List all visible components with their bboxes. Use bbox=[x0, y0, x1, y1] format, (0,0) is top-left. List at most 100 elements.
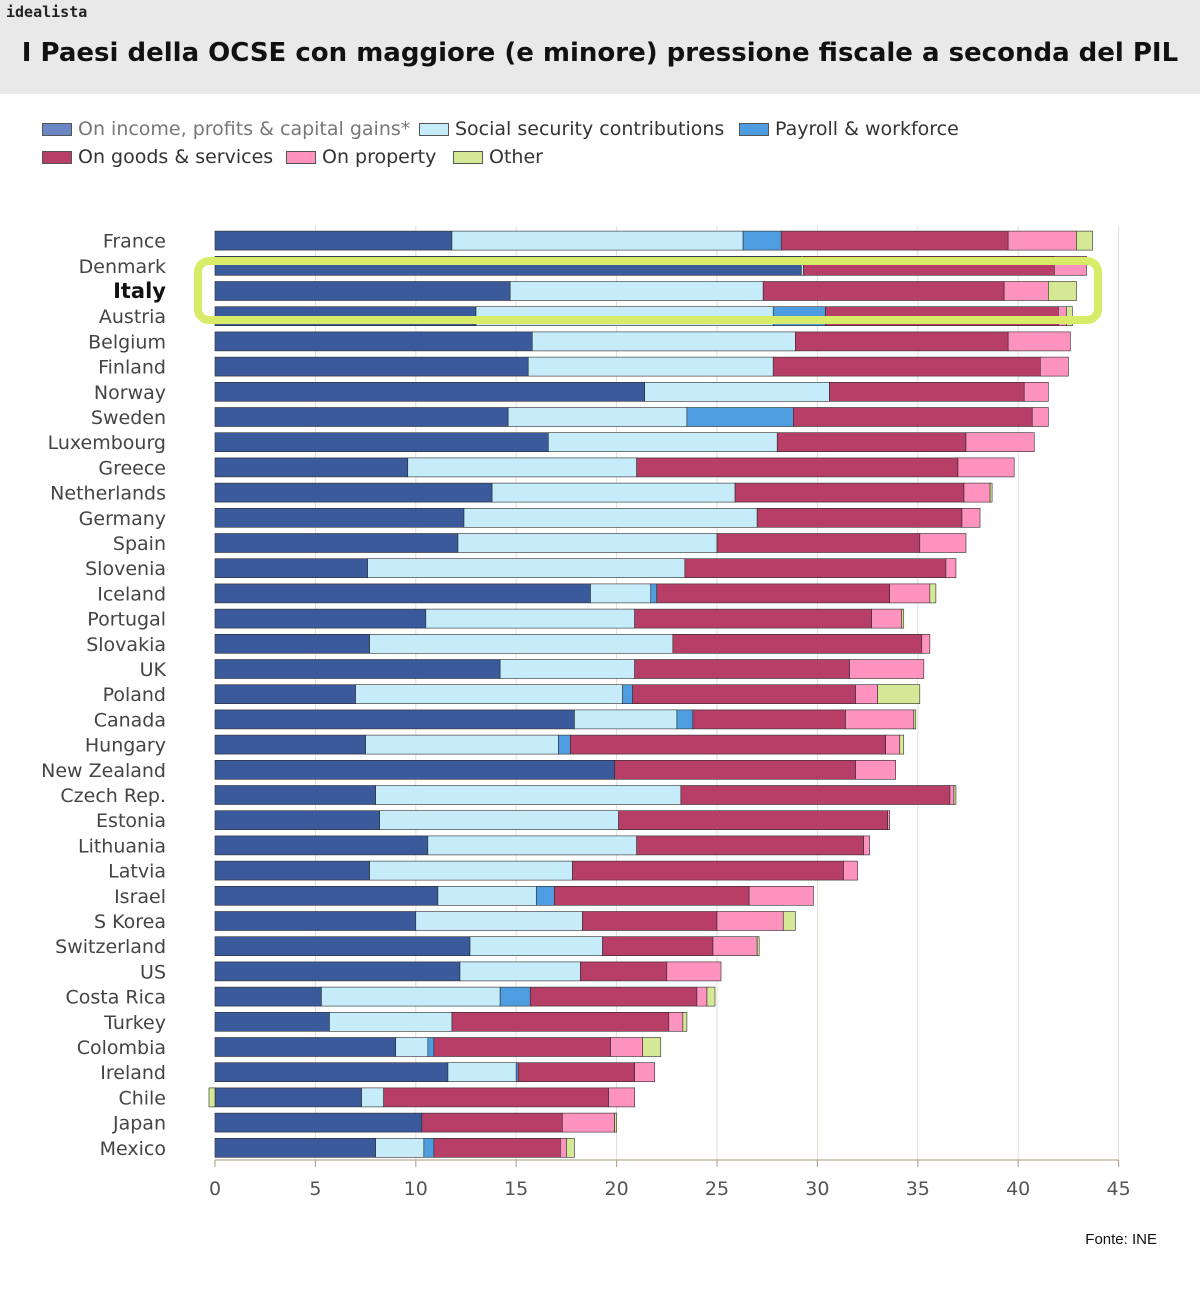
bar-italy-on-property bbox=[1003, 281, 1049, 301]
bar-italy-social-security-contributions bbox=[509, 281, 764, 301]
bar-luxembourg-on-goods-services bbox=[776, 432, 967, 453]
bar-turkey-social-security-contributions bbox=[329, 1011, 453, 1032]
bar-canada-on-income-profits-capital-gains bbox=[214, 709, 575, 730]
bar-italy-on-income-profits-capital-gains bbox=[214, 281, 511, 301]
category-label-new-zealand: New Zealand bbox=[41, 760, 166, 782]
bar-spain-on-property bbox=[919, 533, 967, 553]
bar-mexico-social-security-contributions bbox=[375, 1138, 425, 1158]
bar-slovakia-on-income-profits-capital-gains bbox=[214, 633, 370, 654]
bar-latvia-on-income-profits-capital-gains bbox=[214, 860, 370, 881]
bar-france-on-goods-services bbox=[780, 230, 1009, 251]
bar-greece-on-income-profits-capital-gains bbox=[214, 457, 409, 478]
bar-us-on-income-profits-capital-gains bbox=[214, 961, 461, 982]
bar-poland-social-security-contributions bbox=[355, 684, 623, 705]
bar-germany-on-income-profits-capital-gains bbox=[214, 507, 465, 528]
bar-switzerland-on-property bbox=[712, 936, 758, 957]
bar-sweden-social-security-contributions bbox=[507, 407, 688, 427]
bar-ireland-social-security-contributions bbox=[447, 1062, 517, 1082]
bar-poland-other bbox=[877, 684, 921, 705]
bar-chile-on-property bbox=[608, 1087, 635, 1108]
bar-ireland-on-income-profits-capital-gains bbox=[214, 1062, 449, 1082]
bar-lithuania-on-income-profits-capital-gains bbox=[214, 835, 429, 856]
bar-ireland-on-property bbox=[634, 1062, 656, 1082]
bar-israel-on-property bbox=[748, 885, 814, 906]
bar-hungary-on-goods-services bbox=[570, 734, 886, 755]
category-label-finland: Finland bbox=[98, 357, 166, 379]
bar-germany-on-property bbox=[961, 507, 981, 528]
legend-label-property: On property bbox=[322, 146, 437, 168]
bar-new-zealand-on-goods-services bbox=[614, 759, 856, 780]
bar-lithuania-social-security-contributions bbox=[427, 835, 637, 856]
bar-czech-rep-on-property bbox=[949, 785, 955, 805]
bar-sweden-on-property bbox=[1031, 407, 1049, 427]
bar-colombia-social-security-contributions bbox=[395, 1037, 429, 1057]
category-label-slovakia: Slovakia bbox=[86, 634, 166, 656]
bar-belgium-social-security-contributions bbox=[531, 331, 796, 352]
x-tick-label-0: 0 bbox=[209, 1178, 221, 1200]
source-note: Fonte: INE bbox=[1085, 1231, 1157, 1248]
category-label-colombia: Colombia bbox=[77, 1037, 166, 1059]
bar-latvia-social-security-contributions bbox=[369, 860, 573, 881]
bar-czech-rep-on-goods-services bbox=[680, 785, 951, 805]
bar-belgium-on-goods-services bbox=[795, 331, 1009, 352]
bar-hungary-on-property bbox=[885, 734, 901, 755]
bar-canada-on-goods-services bbox=[692, 709, 846, 730]
bar-japan-other bbox=[614, 1112, 617, 1133]
category-label-switzerland: Switzerland bbox=[55, 936, 166, 958]
bar-japan-on-property bbox=[562, 1112, 615, 1133]
x-tick-label-25: 25 bbox=[705, 1178, 729, 1200]
bar-netherlands-on-property bbox=[963, 482, 991, 503]
x-tick-label-20: 20 bbox=[605, 1178, 629, 1200]
bar-japan-on-income-profits-capital-gains bbox=[214, 1112, 423, 1133]
legend-item-other: Other bbox=[453, 146, 543, 168]
bar-hungary-other bbox=[899, 734, 905, 755]
category-label-netherlands: Netherlands bbox=[50, 483, 166, 505]
bar-ireland-on-goods-services bbox=[517, 1062, 635, 1082]
bar-czech-rep-social-security-contributions bbox=[375, 785, 682, 805]
bar-switzerland-on-goods-services bbox=[602, 936, 714, 957]
legend-item-property: On property bbox=[286, 146, 436, 168]
category-label-iceland: Iceland bbox=[97, 583, 166, 605]
bar-new-zealand-on-income-profits-capital-gains bbox=[214, 759, 615, 780]
bar-luxembourg-on-income-profits-capital-gains bbox=[214, 432, 549, 453]
bar-france-payroll-workforce bbox=[742, 230, 782, 251]
bar-portugal-other bbox=[901, 608, 905, 629]
legend-swatch-property bbox=[286, 150, 316, 164]
bar-france-other bbox=[1076, 230, 1093, 251]
bar-slovenia-on-income-profits-capital-gains bbox=[214, 558, 368, 579]
bar-chile-on-goods-services bbox=[383, 1087, 609, 1108]
bar-turkey-other bbox=[682, 1011, 688, 1032]
bar-finland-on-income-profits-capital-gains bbox=[214, 356, 529, 377]
bar-poland-payroll-workforce bbox=[622, 684, 633, 705]
bar-israel-social-security-contributions bbox=[437, 885, 537, 906]
category-label-us: US bbox=[140, 961, 166, 983]
bar-uk-on-income-profits-capital-gains bbox=[214, 659, 501, 679]
bar-s-korea-on-property bbox=[716, 911, 784, 931]
bar-chile-other bbox=[208, 1087, 216, 1108]
bar-lithuania-on-goods-services bbox=[636, 835, 864, 856]
x-tick-label-15: 15 bbox=[504, 1178, 528, 1200]
bar-slovakia-on-property bbox=[921, 633, 931, 654]
bar-mexico-on-income-profits-capital-gains bbox=[214, 1138, 376, 1158]
bar-japan-on-goods-services bbox=[421, 1112, 563, 1133]
bar-colombia-on-property bbox=[610, 1037, 644, 1057]
bar-greece-on-goods-services bbox=[636, 457, 959, 478]
category-label-lithuania: Lithuania bbox=[78, 835, 166, 857]
legend-label-income: On income, profits & capital gains* bbox=[78, 118, 411, 140]
bar-slovenia-on-property bbox=[945, 558, 957, 579]
category-label-luxembourg: Luxembourg bbox=[48, 432, 166, 454]
bar-iceland-on-income-profits-capital-gains bbox=[214, 583, 591, 604]
bar-israel-payroll-workforce bbox=[535, 885, 555, 906]
bar-costa-rica-social-security-contributions bbox=[321, 986, 501, 1007]
bar-costa-rica-other bbox=[706, 986, 716, 1007]
bar-finland-on-property bbox=[1039, 356, 1069, 377]
bar-france-on-income-profits-capital-gains bbox=[214, 230, 453, 251]
bar-czech-rep-other bbox=[953, 785, 957, 805]
bar-netherlands-on-goods-services bbox=[734, 482, 965, 503]
category-label-slovenia: Slovenia bbox=[85, 558, 166, 580]
bar-iceland-on-goods-services bbox=[656, 583, 890, 604]
category-label-mexico: Mexico bbox=[100, 1138, 166, 1160]
bar-finland-social-security-contributions bbox=[527, 356, 774, 377]
category-label-chile: Chile bbox=[118, 1087, 166, 1109]
bar-israel-on-goods-services bbox=[554, 885, 750, 906]
